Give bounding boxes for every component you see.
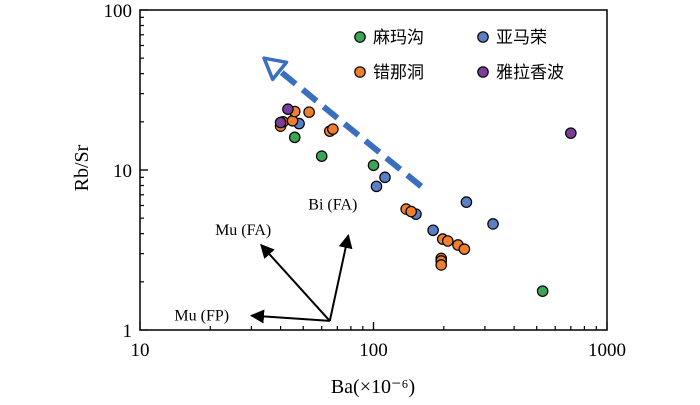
vector-annotation: Mu (FA) xyxy=(215,222,271,239)
data-point xyxy=(370,180,383,193)
data-point xyxy=(435,259,448,271)
data-point xyxy=(405,205,417,218)
x-tick-label: 1000 xyxy=(588,340,626,361)
y-tick-label: 100 xyxy=(104,1,133,22)
vector-arrow xyxy=(260,243,331,322)
data-point xyxy=(565,127,577,139)
data-point xyxy=(379,171,391,184)
legend-label: 麻玛沟 xyxy=(373,28,424,48)
y-tick-label: 1 xyxy=(123,321,133,342)
trend-arrow-shaft xyxy=(277,68,424,189)
data-point xyxy=(286,115,299,127)
trend-arrow-group xyxy=(262,56,424,189)
vector-annotation: Mu (FP) xyxy=(174,308,229,325)
legend-marker xyxy=(354,66,366,78)
data-point xyxy=(303,106,315,118)
legend-label: 错那洞 xyxy=(373,63,424,83)
legend-label: 雅拉香波 xyxy=(496,63,564,83)
vector-arrow xyxy=(328,234,353,322)
data-point xyxy=(315,150,328,162)
data-point xyxy=(460,196,473,208)
data-point xyxy=(274,116,287,129)
legend-marker xyxy=(477,66,489,78)
vector-arrow xyxy=(250,309,330,324)
data-point xyxy=(327,123,339,135)
vector-annotation: Bi (FA) xyxy=(308,196,357,213)
data-point xyxy=(441,235,454,247)
legend-label: 亚马荣 xyxy=(496,28,547,48)
trend-arrow-head xyxy=(262,56,289,82)
data-point xyxy=(487,218,499,230)
data-point xyxy=(536,285,549,297)
legend-marker xyxy=(477,31,489,43)
x-tick-label: 10 xyxy=(131,340,150,361)
data-points-group xyxy=(274,103,577,297)
data-point xyxy=(367,159,380,172)
data-point xyxy=(288,131,301,144)
vector-arrows-group: Mu (FP) Mu (FA) Bi (FA) xyxy=(174,196,357,324)
y-axis-label: Rb/Sr xyxy=(71,144,93,191)
data-point xyxy=(427,224,439,237)
legend-marker xyxy=(354,31,366,43)
x-tick-label: 100 xyxy=(359,340,388,361)
data-point xyxy=(282,103,294,115)
x-axis-label: Ba(×10⁻⁶) xyxy=(331,376,415,398)
data-point xyxy=(458,243,471,255)
y-tick-label: 10 xyxy=(113,161,132,182)
